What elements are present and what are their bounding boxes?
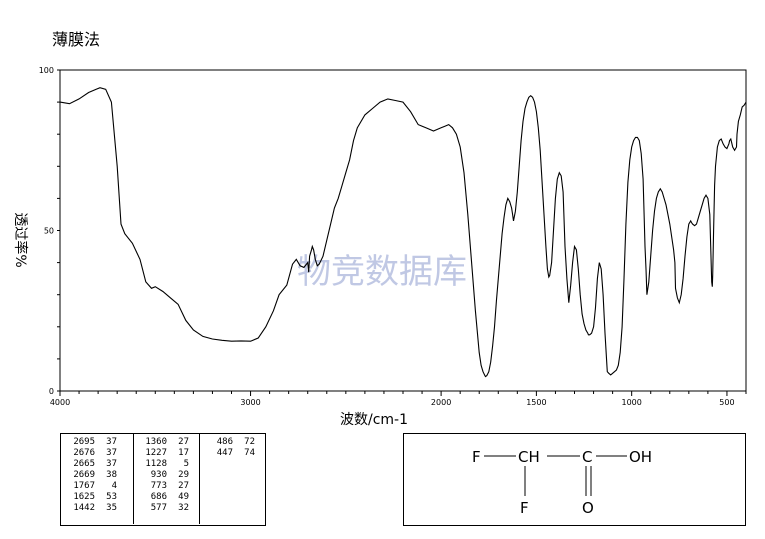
series-line <box>59 87 747 378</box>
peak-column-1: 2695 37 2676 37 2665 37 2669 38 1767 4 1625 53 1442 3… <box>65 437 129 514</box>
structure-diagram: F CH C OH F O <box>403 433 746 526</box>
peak-transmittance: 32 <box>178 503 189 513</box>
peak-wavenumber: 2695 <box>73 437 95 447</box>
peak-wavenumber: 486 <box>216 437 233 447</box>
peak-wavenumber: 2676 <box>73 448 95 458</box>
peak-transmittance: 72 <box>244 437 255 447</box>
peak-row: 1128 5 <box>137 459 189 470</box>
peak-wavenumber: 2665 <box>73 459 95 469</box>
atom-f-bottom: F <box>520 499 529 517</box>
peak-row: 2665 37 <box>65 459 117 470</box>
y-tick-label: 100 <box>39 66 54 75</box>
y-axis-ticks: 0 50 100 <box>39 66 60 396</box>
peak-transmittance: 4 <box>111 481 117 491</box>
y-axis-label: 透过率% <box>12 212 29 267</box>
peak-wavenumber: 447 <box>216 448 233 458</box>
atom-f-left: F <box>472 448 481 466</box>
peak-table: 2695 37 2676 37 2665 37 2669 38 1767 4 1625 53 1442 3… <box>60 433 266 526</box>
peak-transmittance: 5 <box>183 459 189 469</box>
peak-wavenumber: 577 <box>150 503 167 513</box>
peak-row: 2695 37 <box>65 437 117 448</box>
peak-transmittance: 35 <box>106 503 117 513</box>
peak-wavenumber: 1442 <box>73 503 95 513</box>
peak-row: 577 32 <box>137 503 189 514</box>
x-tick-label: 1000 <box>621 398 641 407</box>
peak-transmittance: 49 <box>178 492 189 502</box>
plot-frame <box>59 69 747 392</box>
atom-oh: OH <box>629 448 652 466</box>
peak-transmittance: 27 <box>178 481 189 491</box>
peak-wavenumber: 1128 <box>145 459 167 469</box>
peak-row: 1767 4 <box>65 481 117 492</box>
peak-row: 1442 35 <box>65 503 117 514</box>
peak-wavenumber: 1767 <box>73 481 95 491</box>
peak-transmittance: 37 <box>106 459 117 469</box>
y-tick-label: 50 <box>44 227 54 236</box>
y-tick-label: 0 <box>49 387 54 396</box>
x-tick-label: 500 <box>719 398 734 407</box>
atom-c: C <box>582 448 592 466</box>
peak-transmittance: 37 <box>106 437 117 447</box>
peak-wavenumber: 1227 <box>145 448 167 458</box>
page-title: 薄膜法 <box>52 30 101 49</box>
peak-row: 486 72 <box>203 437 255 448</box>
ir-spectrum-chart: 4000 3000 2000 1500 1000 500 0 50 100 物竞数据库 波数/… <box>12 66 747 428</box>
peak-wavenumber: 1625 <box>73 492 95 502</box>
peak-wavenumber: 1360 <box>145 437 167 447</box>
peak-row: 930 29 <box>137 470 189 481</box>
peak-row: 1227 17 <box>137 448 189 459</box>
peak-wavenumber: 686 <box>150 492 167 502</box>
atom-ch: CH <box>518 448 540 466</box>
peak-transmittance: 37 <box>106 448 117 458</box>
peak-transmittance: 38 <box>106 470 117 480</box>
peak-row: 686 49 <box>137 492 189 503</box>
peak-row: 2676 37 <box>65 448 117 459</box>
x-axis-ticks: 4000 3000 2000 1500 1000 500 <box>50 391 747 407</box>
peak-row: 447 74 <box>203 448 255 459</box>
peak-wavenumber: 930 <box>150 470 167 480</box>
peak-column-2: 1360 27 1227 17 1128 5 930 29 773 27 686 49 577 32 <box>133 434 197 524</box>
x-tick-label: 4000 <box>50 398 70 407</box>
peak-row: 2669 38 <box>65 470 117 481</box>
x-tick-label: 1500 <box>526 398 546 407</box>
watermark: 物竞数据库 <box>297 252 467 292</box>
peak-wavenumber: 2669 <box>73 470 95 480</box>
x-axis-label: 波数/cm-1 <box>340 412 408 428</box>
peak-row: 773 27 <box>137 481 189 492</box>
peak-row: 1625 53 <box>65 492 117 503</box>
peak-transmittance: 53 <box>106 492 117 502</box>
peak-transmittance: 17 <box>178 448 189 458</box>
atom-o-bottom: O <box>582 499 594 517</box>
peak-row: 1360 27 <box>137 437 189 448</box>
peak-column-3: 486 72 447 74 <box>199 434 263 524</box>
x-tick-label: 3000 <box>240 398 260 407</box>
peak-transmittance: 74 <box>244 448 255 458</box>
peak-transmittance: 29 <box>178 470 189 480</box>
x-tick-label: 2000 <box>431 398 451 407</box>
peak-wavenumber: 773 <box>150 481 167 491</box>
peak-transmittance: 27 <box>178 437 189 447</box>
